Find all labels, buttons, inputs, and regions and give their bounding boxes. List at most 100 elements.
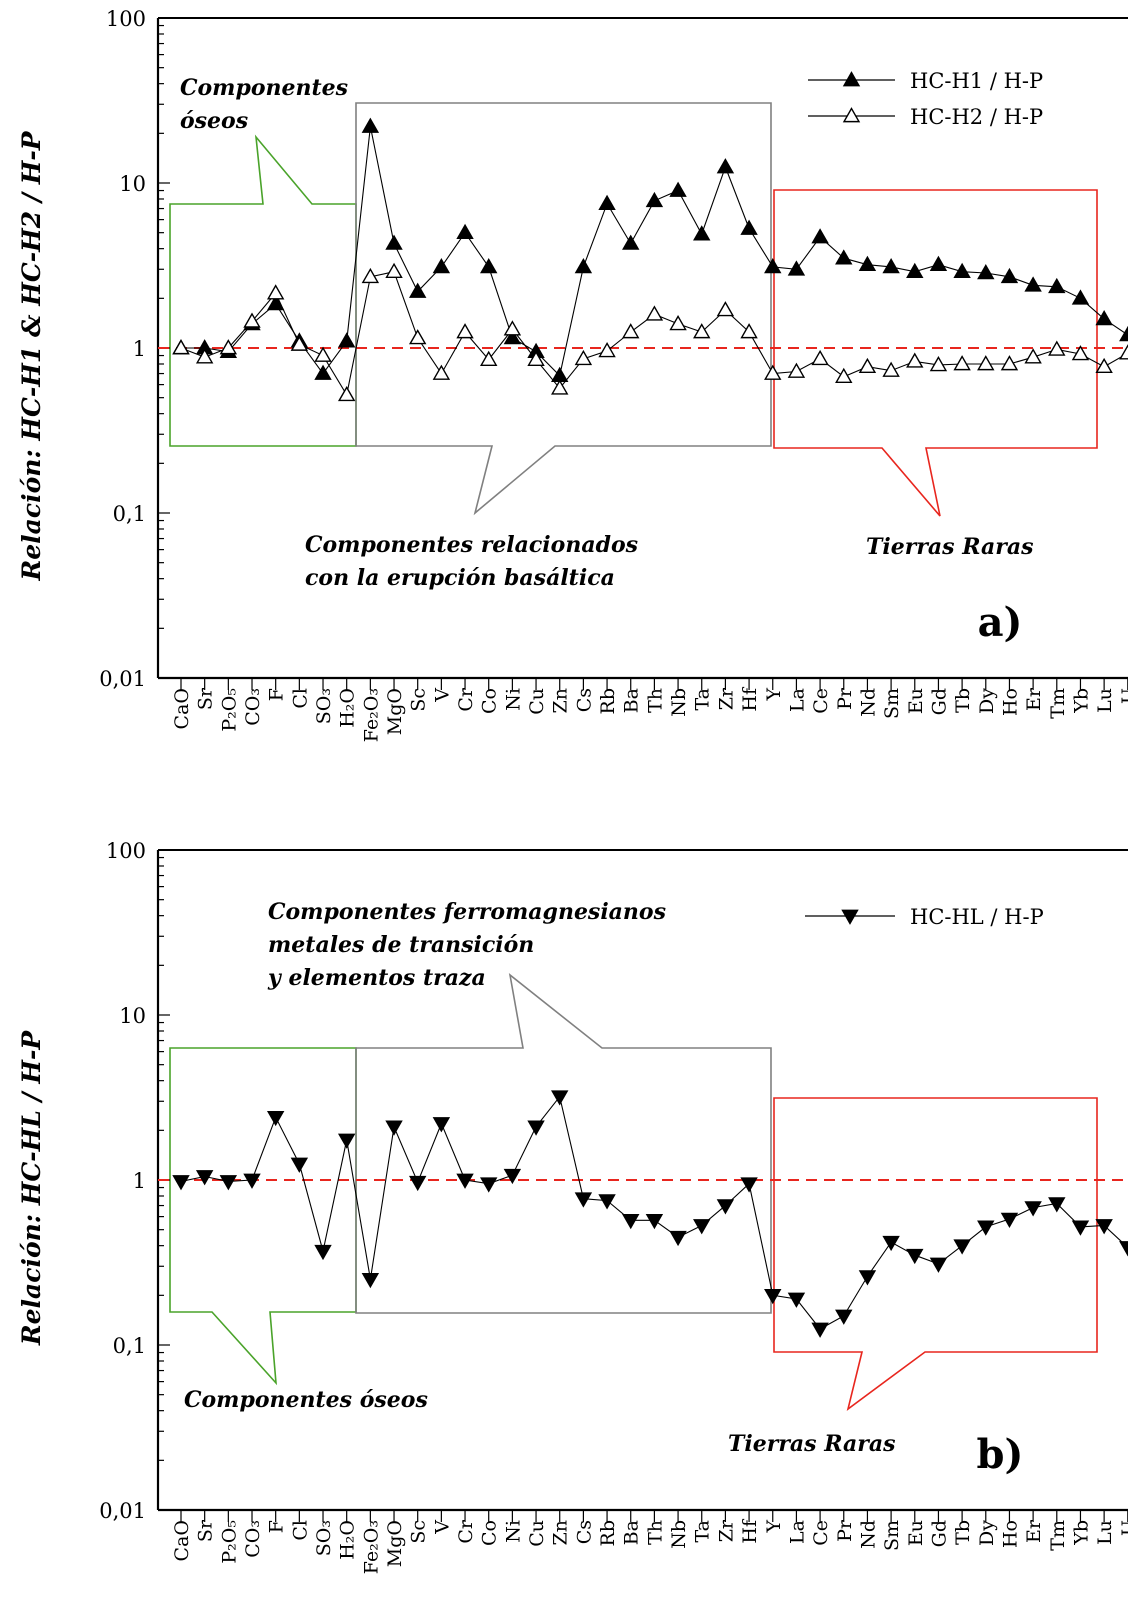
data-point: [977, 264, 995, 280]
data-point: [456, 223, 474, 239]
x-category-label: F: [266, 688, 288, 701]
series-line-1: [181, 126, 1128, 377]
data-point: [408, 282, 427, 298]
x-category-label: Sm: [881, 688, 903, 719]
data-point: [290, 335, 309, 351]
data-point: [337, 385, 356, 402]
x-category-label: Hf: [739, 686, 761, 712]
data-point: [1048, 277, 1066, 294]
data-point: [480, 350, 498, 366]
x-category-label: U: [1118, 1520, 1128, 1536]
x-category-label: Ta: [692, 1520, 714, 1543]
x-category-label: Cu: [526, 1520, 548, 1547]
x-category-label: Co: [479, 1520, 501, 1546]
data-point: [858, 1270, 877, 1286]
data-point: [953, 355, 971, 371]
data-point: [1024, 348, 1042, 364]
data-point: [361, 117, 380, 133]
x-category-label: Pr: [834, 687, 856, 710]
x-category-label: Ba: [621, 1520, 643, 1545]
data-point: [693, 323, 711, 339]
x-category-label: SO₃: [313, 1520, 335, 1556]
y-tick-label: 100: [106, 839, 146, 863]
y-tick-label: 1: [133, 337, 146, 361]
x-category-label: Nd: [857, 1520, 879, 1549]
data-point: [243, 312, 261, 328]
data-point: [669, 314, 687, 331]
data-point: [598, 1194, 616, 1210]
data-point: [929, 255, 948, 271]
data-point: [622, 1213, 640, 1230]
x-category-label: MgO: [384, 1520, 406, 1567]
data-point: [1000, 267, 1019, 284]
x-category-label: P₂O₅: [218, 1520, 240, 1564]
x-category-label: Lu: [1094, 688, 1116, 713]
data-point: [480, 1177, 498, 1193]
data-point: [740, 323, 758, 339]
x-category-label: H₂O: [337, 688, 359, 728]
bone-components-callout: [169, 1047, 357, 1386]
x-category-label: Nd: [857, 688, 879, 717]
x-category-label: Lu: [1094, 1520, 1116, 1545]
x-category-label: Gd: [928, 1520, 950, 1547]
annotation-text: Componentes relacionados: [305, 532, 638, 558]
data-point: [337, 1133, 356, 1149]
y-tick-label: 0,1: [113, 502, 146, 526]
data-point: [456, 323, 474, 339]
data-point: [858, 255, 877, 271]
data-point: [574, 258, 593, 274]
x-category-label: Sr: [195, 687, 217, 710]
data-point: [195, 348, 214, 364]
data-point: [669, 181, 687, 197]
data-point: [977, 1220, 995, 1236]
annotation-text: con la erupción basáltica: [305, 565, 615, 591]
y-axis-title: Relación: HC-HL / H-P: [17, 1030, 46, 1347]
data-point: [456, 1173, 474, 1189]
data-point: [337, 332, 356, 348]
data-point: [669, 1230, 687, 1247]
x-category-label: Cu: [526, 688, 548, 715]
data-point: [1095, 310, 1113, 326]
data-point: [1071, 345, 1090, 361]
data-point: [1071, 289, 1090, 305]
data-point: [929, 1257, 948, 1273]
data-point: [764, 258, 782, 274]
x-category-label: Sm: [881, 1520, 903, 1551]
x-category-label: Zn: [550, 1520, 572, 1545]
data-point: [622, 234, 640, 250]
data-point: [480, 258, 498, 274]
data-point: [195, 1170, 214, 1186]
data-point: [243, 1173, 261, 1189]
bone-components-callout: [169, 134, 357, 447]
rare-earths-callout: [773, 189, 1098, 517]
data-point: [551, 1090, 569, 1106]
x-category-label: Tb: [952, 688, 974, 713]
data-point: [835, 249, 853, 265]
x-category-label: Yb: [1070, 1520, 1092, 1546]
data-point: [645, 1213, 664, 1230]
data-point: [787, 1292, 806, 1308]
data-point: [1000, 355, 1019, 371]
x-category-label: Ba: [621, 688, 643, 713]
chart-panel-a: 0,01 0,1 1 10 100 Relación: HC-H1 & HC-H2 / H…: [17, 7, 1128, 742]
x-category-label: Eu: [905, 1520, 927, 1546]
data-point: [408, 329, 427, 345]
data-point: [858, 357, 877, 374]
data-point: [172, 1175, 190, 1191]
ferromagnesian-components-callout: [355, 973, 772, 1314]
data-point: [906, 1248, 924, 1265]
x-category-label: Zr: [715, 1519, 737, 1542]
x-category-label: Fe₂O₃: [360, 1520, 382, 1574]
x-category-label: Y: [763, 1520, 785, 1534]
x-category-label: Co: [479, 688, 501, 714]
data-point: [811, 1322, 829, 1338]
x-category-label: SO₃: [313, 688, 335, 724]
x-category-label: P₂O₅: [218, 688, 240, 732]
x-category-label: Ni: [502, 1520, 524, 1543]
data-point: [219, 339, 238, 355]
data-point: [835, 367, 853, 384]
data-point: [527, 350, 545, 366]
rare-earths-callout: [773, 1097, 1098, 1411]
